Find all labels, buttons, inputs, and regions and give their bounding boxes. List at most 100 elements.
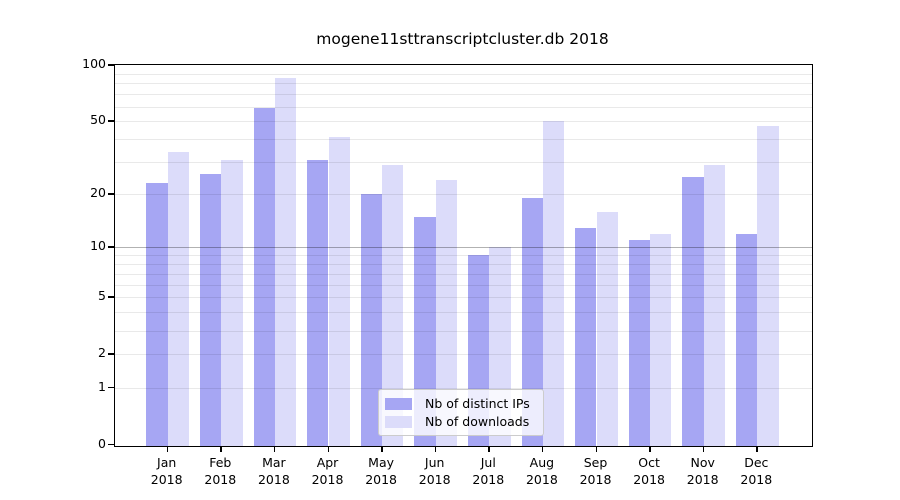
x-tick-label-nov: Nov 2018 [671, 454, 735, 488]
legend-swatch-downloads [385, 415, 412, 428]
y-tick-mark [108, 443, 114, 445]
y-tick-mark [108, 120, 114, 122]
bar-distinct-ips-may [360, 194, 383, 446]
y-tick-mark [108, 246, 114, 248]
y-tick-label-1: 1 [98, 378, 106, 394]
bar-downloads-nov [703, 164, 726, 446]
bar-downloads-jan [167, 152, 190, 446]
bar-distinct-ips-aug [521, 198, 543, 446]
bar-downloads-apr [328, 137, 350, 446]
y-tick-label-100: 100 [82, 56, 106, 72]
bar-downloads-feb [221, 159, 243, 446]
x-tick-month: Feb [209, 455, 232, 470]
x-tick-label-may: May 2018 [349, 454, 413, 488]
y-tick-mark [108, 193, 114, 195]
gridline-70 [115, 94, 812, 96]
x-tick-mark [434, 447, 437, 452]
y-tick-mark [108, 296, 114, 298]
x-tick-year: 2018 [686, 472, 719, 487]
y-tick-label-0: 0 [98, 435, 106, 451]
x-tick-mark [381, 447, 383, 452]
bar-downloads-may [382, 164, 404, 446]
gridline-8 [115, 263, 812, 265]
bar-distinct-ips-mar [253, 107, 275, 446]
x-tick-mark [595, 447, 597, 452]
x-tick-month: Oct [638, 455, 660, 470]
gridline-10 [115, 247, 812, 249]
gridline-6 [115, 284, 812, 286]
bar-distinct-ips-dec [735, 233, 758, 446]
bar-distinct-ips-jun [414, 216, 436, 446]
legend-item-downloads: Nb of downloads [385, 414, 543, 429]
bar-downloads-oct [650, 233, 672, 446]
bar-downloads-dec [757, 126, 779, 446]
x-tick-month: Aug [529, 455, 555, 470]
x-tick-mark [702, 447, 705, 452]
gridline-20 [115, 194, 812, 196]
y-tick-label-20: 20 [90, 185, 106, 201]
x-tick-label-mar: Mar 2018 [242, 454, 306, 488]
bar-distinct-ips-oct [628, 240, 651, 446]
gridline-1 [115, 387, 812, 389]
y-tick-label-50: 50 [90, 112, 106, 128]
x-tick-mark [220, 447, 222, 452]
x-tick-month: May [368, 455, 395, 470]
x-tick-month: Apr [316, 455, 339, 470]
x-tick-month: Dec [744, 455, 769, 470]
x-tick-month: Mar [262, 455, 286, 470]
chart-title: mogene11sttranscriptcluster.db 2018 [316, 30, 609, 48]
legend-item-distinct-ips: Nb of distinct IPs [385, 396, 543, 411]
x-tick-mark [488, 447, 490, 452]
legend-label-downloads: Nb of downloads [425, 414, 530, 429]
y-tick-mark [108, 386, 114, 389]
x-tick-label-jun: Jun 2018 [403, 454, 467, 488]
gridline-90 [115, 73, 812, 75]
x-tick-label-jan: Jan 2018 [135, 454, 199, 488]
x-tick-month: Nov [690, 455, 715, 470]
x-tick-year: 2018 [257, 472, 290, 487]
bar-downloads-jun [435, 179, 458, 446]
x-tick-label-aug: Aug 2018 [510, 454, 574, 488]
x-tick-month: Jul [480, 455, 496, 470]
x-tick-mark [327, 447, 329, 452]
x-tick-label-sep: Sep 2018 [564, 454, 628, 488]
x-tick-month: Jun [424, 455, 445, 470]
bar-distinct-ips-jan [146, 183, 168, 446]
legend-label-distinct-ips: Nb of distinct IPs [425, 396, 530, 411]
bar-downloads-aug [542, 121, 565, 446]
gridline-5 [115, 297, 812, 299]
x-tick-mark [649, 447, 651, 452]
x-tick-year: 2018 [579, 472, 612, 487]
x-tick-year: 2018 [418, 472, 451, 487]
gridline-30 [115, 162, 812, 164]
legend: Nb of distinct IPs Nb of downloads [378, 389, 544, 436]
x-tick-mark [756, 447, 758, 452]
legend-swatch-distinct-ips [385, 397, 412, 410]
x-tick-month: Jan [157, 455, 177, 470]
gridline-2 [115, 354, 812, 356]
x-tick-year: 2018 [472, 472, 505, 487]
x-tick-label-dec: Dec 2018 [724, 454, 788, 488]
gridline-3 [115, 330, 812, 332]
bar-distinct-ips-feb [199, 173, 222, 446]
bar-distinct-ips-sep [575, 227, 597, 446]
gridline-50 [115, 121, 812, 123]
bar-distinct-ips-nov [682, 176, 704, 446]
y-tick-mark [108, 64, 114, 66]
x-tick-year: 2018 [365, 472, 397, 487]
gridline-4 [115, 312, 812, 314]
x-tick-mark [166, 447, 169, 452]
bar-downloads-mar [274, 78, 297, 446]
x-tick-year: 2018 [525, 472, 558, 487]
gridline-7 [115, 273, 812, 275]
x-tick-month: Sep [583, 455, 608, 470]
x-tick-mark [273, 447, 276, 452]
x-tick-label-oct: Oct 2018 [617, 454, 681, 488]
y-tick-label-2: 2 [98, 345, 106, 361]
y-tick-label-10: 10 [90, 238, 106, 254]
bar-distinct-ips-apr [307, 159, 329, 446]
x-tick-year: 2018 [311, 472, 344, 487]
plot-area [114, 64, 813, 447]
x-tick-year: 2018 [740, 472, 773, 487]
